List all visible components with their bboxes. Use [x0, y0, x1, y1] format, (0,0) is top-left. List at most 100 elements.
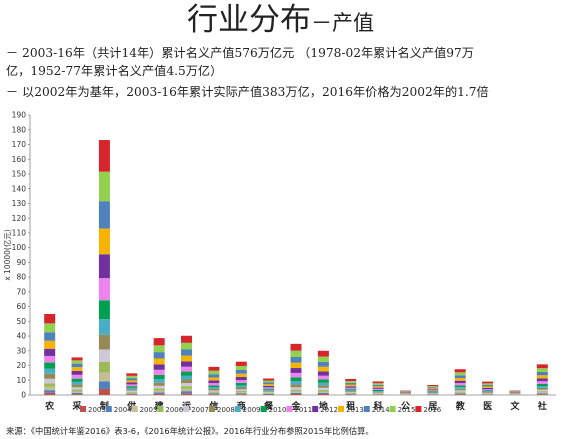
bar-stack-运 [181, 335, 193, 395]
bar-segment-农-2010 [44, 362, 56, 369]
bar-segment-农-2013 [44, 340, 56, 349]
bullet-real-output: － 以2002年为基年，2003-16年累计实际产值383万亿，2016年价格为… [6, 85, 489, 99]
bar-segment-信-2003 [208, 394, 220, 395]
bar-segment-制-2004 [98, 381, 110, 389]
bar-segment-租-2015 [345, 381, 357, 383]
legend-item-2015: 2015 [389, 406, 415, 414]
bar-segment-地-2008 [317, 385, 329, 388]
bar-segment-科-2011 [372, 388, 384, 390]
y-tick-label: 70 [16, 287, 26, 296]
bar-segment-租-2005 [345, 393, 357, 395]
bar-segment-地-2006 [317, 389, 329, 392]
bar-segment-信-2012 [208, 380, 220, 384]
legend-swatch [234, 406, 241, 412]
bar-segment-农-2005 [44, 386, 56, 391]
bar-segment-金-2005 [290, 391, 302, 393]
bar-segment-信-2006 [208, 391, 220, 393]
bar-segment-建-2005 [153, 390, 165, 393]
y-tick-label: 170 [12, 140, 27, 149]
bar-segment-供-2006 [126, 391, 138, 393]
bar-segment-制-2008 [98, 334, 110, 350]
title-main: 行业分布 [187, 2, 311, 38]
bar-segment-信-2016 [208, 366, 220, 371]
legend-item-2006: 2006 [157, 406, 184, 414]
y-tick-label: 120 [12, 214, 27, 223]
bar-segment-制-2015 [98, 171, 110, 202]
bar-segment-居-2010 [427, 391, 439, 392]
bar-segment-社-2010 [536, 383, 548, 387]
y-tick-label: 50 [16, 317, 26, 326]
bar-segment-金-2003 [290, 393, 302, 395]
bar-segment-居-2008 [427, 392, 439, 394]
bullet-nominal-output-cont: 亿，1952-77年累计名义产值4.5万亿） [6, 64, 223, 78]
bar-segment-科-2006 [372, 393, 384, 394]
bar-segment-信-2011 [208, 383, 220, 386]
bar-segment-供-2004 [126, 393, 138, 395]
bar-segment-商-2016 [235, 361, 247, 366]
bar-segment-运-2012 [181, 361, 193, 367]
bar-segment-餐-2005 [263, 393, 275, 394]
bar-segment-采-2006 [71, 389, 83, 392]
bar-segment-农-2015 [44, 323, 56, 333]
bar-segment-运-2007 [181, 383, 193, 387]
bar-segment-商-2003 [235, 394, 247, 395]
bar-segment-居-2014 [427, 387, 439, 389]
legend-item-2012: 2012 [312, 406, 338, 414]
legend-item-2016: 2016 [415, 406, 442, 414]
bar-segment-运-2011 [181, 366, 193, 372]
y-tick-label: 100 [12, 243, 27, 252]
bar-segment-租-2013 [345, 384, 357, 387]
x-tick-label: 农 [44, 400, 55, 412]
legend-label: 2004 [114, 406, 132, 414]
bar-segment-供-2013 [126, 380, 138, 383]
bar-segment-供-2005 [126, 392, 138, 394]
bar-segment-制-2016 [98, 140, 110, 172]
bar-segment-运-2016 [181, 335, 193, 343]
bar-segment-医-2016 [482, 381, 494, 384]
legend-item-2004: 2004 [105, 406, 132, 414]
legend-item-2008: 2008 [209, 406, 235, 414]
bar-stack-社 [536, 364, 548, 395]
bar-segment-建-2007 [153, 385, 165, 389]
bar-segment-医-2012 [482, 387, 494, 390]
x-tick-label: 居 [428, 401, 437, 412]
bar-segment-建-2004 [153, 392, 165, 394]
bar-segment-餐-2012 [263, 385, 275, 388]
bar-segment-采-2007 [71, 387, 83, 390]
bar-segment-制-2005 [98, 372, 110, 382]
bar-segment-地-2016 [317, 350, 329, 357]
bar-segment-餐-2015 [263, 380, 275, 383]
bar-segment-农-2006 [44, 383, 56, 387]
bar-segment-建-2013 [153, 358, 165, 365]
legend-item-2013: 2013 [338, 406, 364, 414]
bar-segment-教-2011 [454, 383, 466, 386]
bar-segment-制-2009 [98, 319, 110, 335]
x-tick-label: 社 [537, 400, 547, 412]
bar-segment-商-2004 [235, 393, 247, 395]
bar-segment-商-2011 [235, 380, 247, 383]
bar-segment-采-2009 [71, 381, 83, 385]
bar-segment-建-2016 [153, 338, 165, 346]
bar-segment-社-2003 [536, 394, 548, 395]
bar-segment-医-2010 [482, 390, 494, 392]
bar-segment-地-2003 [317, 393, 329, 395]
bar-segment-地-2007 [317, 387, 329, 390]
y-tick-label: 190 [12, 111, 27, 120]
bullet-nominal-output: － 2003-16年（共计14年）累计名义产值576万亿元 （1978-02年累… [6, 46, 474, 60]
bar-stack-农 [44, 313, 56, 395]
y-axis-label: x 10000(亿元) [2, 229, 12, 281]
legend-swatch [157, 406, 164, 412]
bar-segment-居-2013 [427, 388, 439, 390]
bar-segment-餐-2010 [263, 388, 275, 390]
bar-segment-科-2009 [372, 391, 384, 392]
bar-segment-餐-2004 [263, 393, 275, 395]
bar-segment-社-2006 [536, 391, 548, 393]
bar-segment-金-2014 [290, 356, 302, 363]
bar-segment-地-2012 [317, 371, 329, 376]
bar-segment-金-2011 [290, 372, 302, 378]
bar-segment-教-2005 [454, 392, 466, 394]
bar-segment-餐-2014 [263, 382, 275, 385]
bar-segment-餐-2007 [263, 391, 275, 393]
bar-segment-教-2015 [454, 372, 466, 376]
x-tick-label: 餐 [263, 400, 274, 412]
